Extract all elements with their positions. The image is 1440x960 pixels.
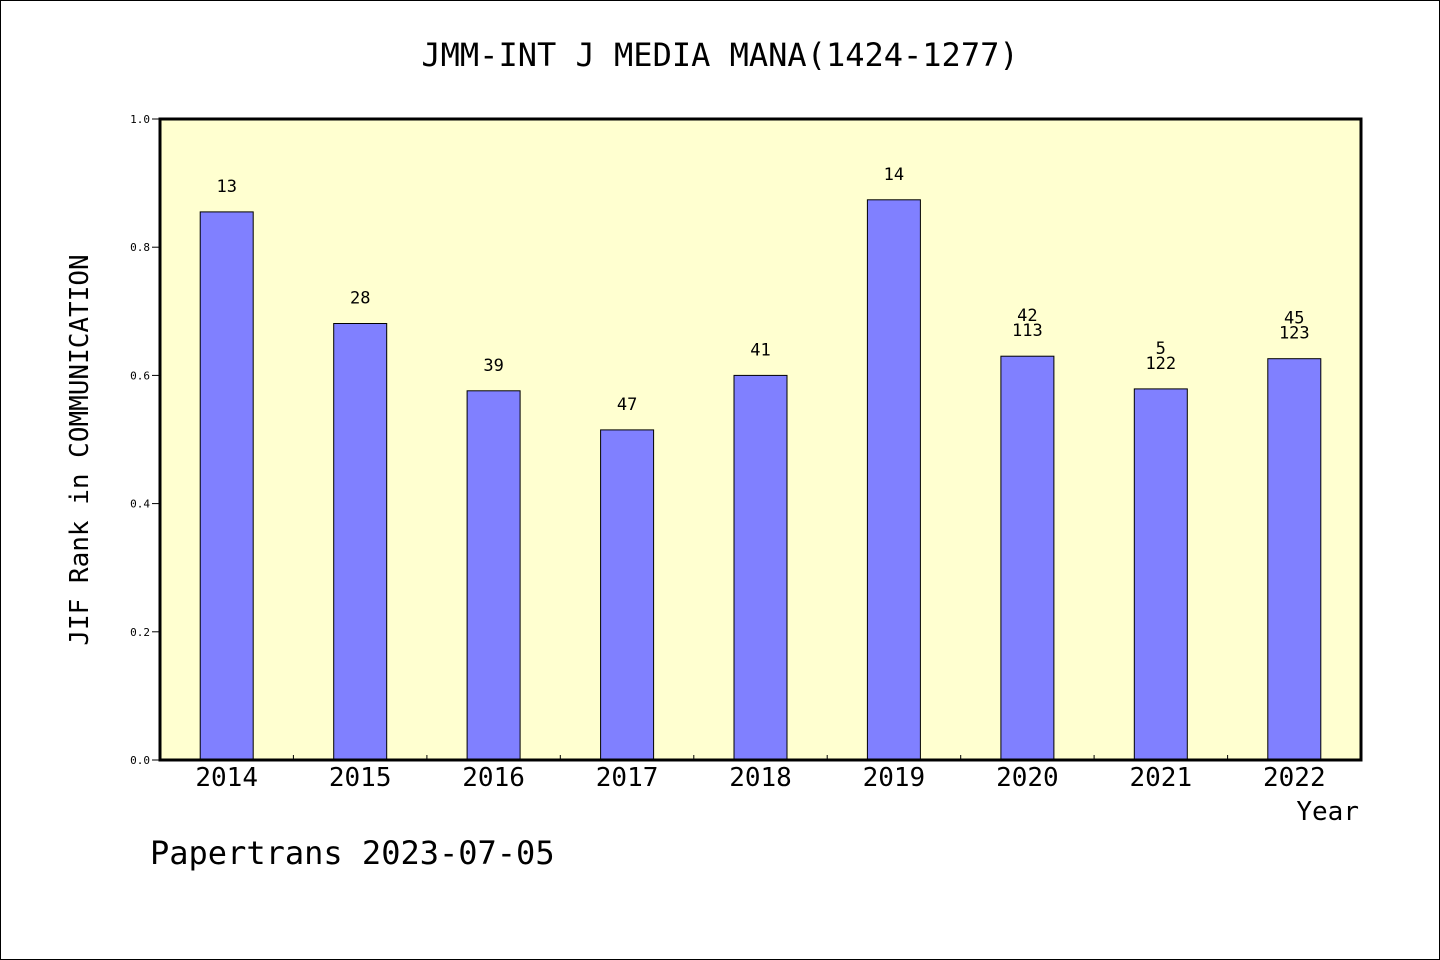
x-axis-label: Year: [1296, 797, 1359, 827]
bar-label-2020: 113: [1012, 321, 1043, 341]
chart-title: JMM-INT J MEDIA MANA(1424-1277): [421, 36, 1018, 74]
x-tick-label: 2022: [1263, 763, 1326, 793]
bar-2021: [1133, 388, 1188, 761]
bar-label-2019: 14: [884, 165, 904, 185]
bar-2020: [1000, 355, 1055, 761]
bar-2016: [466, 390, 521, 761]
bar-label-2018: 41: [750, 340, 770, 360]
bar-2018: [733, 374, 788, 761]
bar-label-2015: 28: [350, 289, 370, 309]
x-tick-label: 2016: [462, 763, 525, 793]
bar-2019: [866, 199, 921, 761]
bar-label-2014: 13: [216, 177, 236, 197]
bar-label-2021: 122: [1145, 354, 1176, 374]
x-tick-label: 2019: [863, 763, 926, 793]
x-tick-label: 2020: [996, 763, 1059, 793]
bar-label-2021: 5: [1156, 339, 1166, 359]
y-axis-label: JIF Rank in COMMUNICATION: [65, 254, 95, 645]
plot-border: [158, 117, 1363, 762]
bar-2014: [199, 211, 254, 761]
bar-2017: [600, 429, 655, 761]
bar-label-2016: 39: [483, 356, 503, 376]
bar-label-2020: 42: [1017, 306, 1037, 326]
x-tick-label: 2015: [329, 763, 392, 793]
y-tick-label: 0.2: [130, 626, 150, 639]
x-tick-label: 2014: [195, 763, 258, 793]
bar-2022: [1267, 358, 1322, 761]
y-tick-label: 0.8: [130, 241, 150, 254]
bar-2015: [333, 323, 388, 761]
y-tick-label: 1.0: [130, 113, 150, 126]
x-tick-label: 2018: [729, 763, 792, 793]
y-tick-label: 0.6: [130, 369, 150, 382]
x-tick-label: 2021: [1129, 763, 1192, 793]
bar-label-2022: 123: [1279, 324, 1310, 344]
x-tick-label: 2017: [596, 763, 659, 793]
y-tick-label: 0.4: [130, 498, 150, 511]
y-tick-label: 0.0: [130, 754, 150, 767]
bar-label-2022: 45: [1284, 309, 1304, 329]
bar-label-2017: 47: [617, 395, 637, 415]
footer-text: Papertrans 2023-07-05: [150, 834, 555, 872]
